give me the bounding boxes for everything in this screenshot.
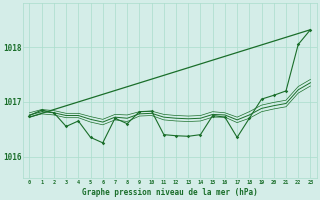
X-axis label: Graphe pression niveau de la mer (hPa): Graphe pression niveau de la mer (hPa) [82,188,258,197]
